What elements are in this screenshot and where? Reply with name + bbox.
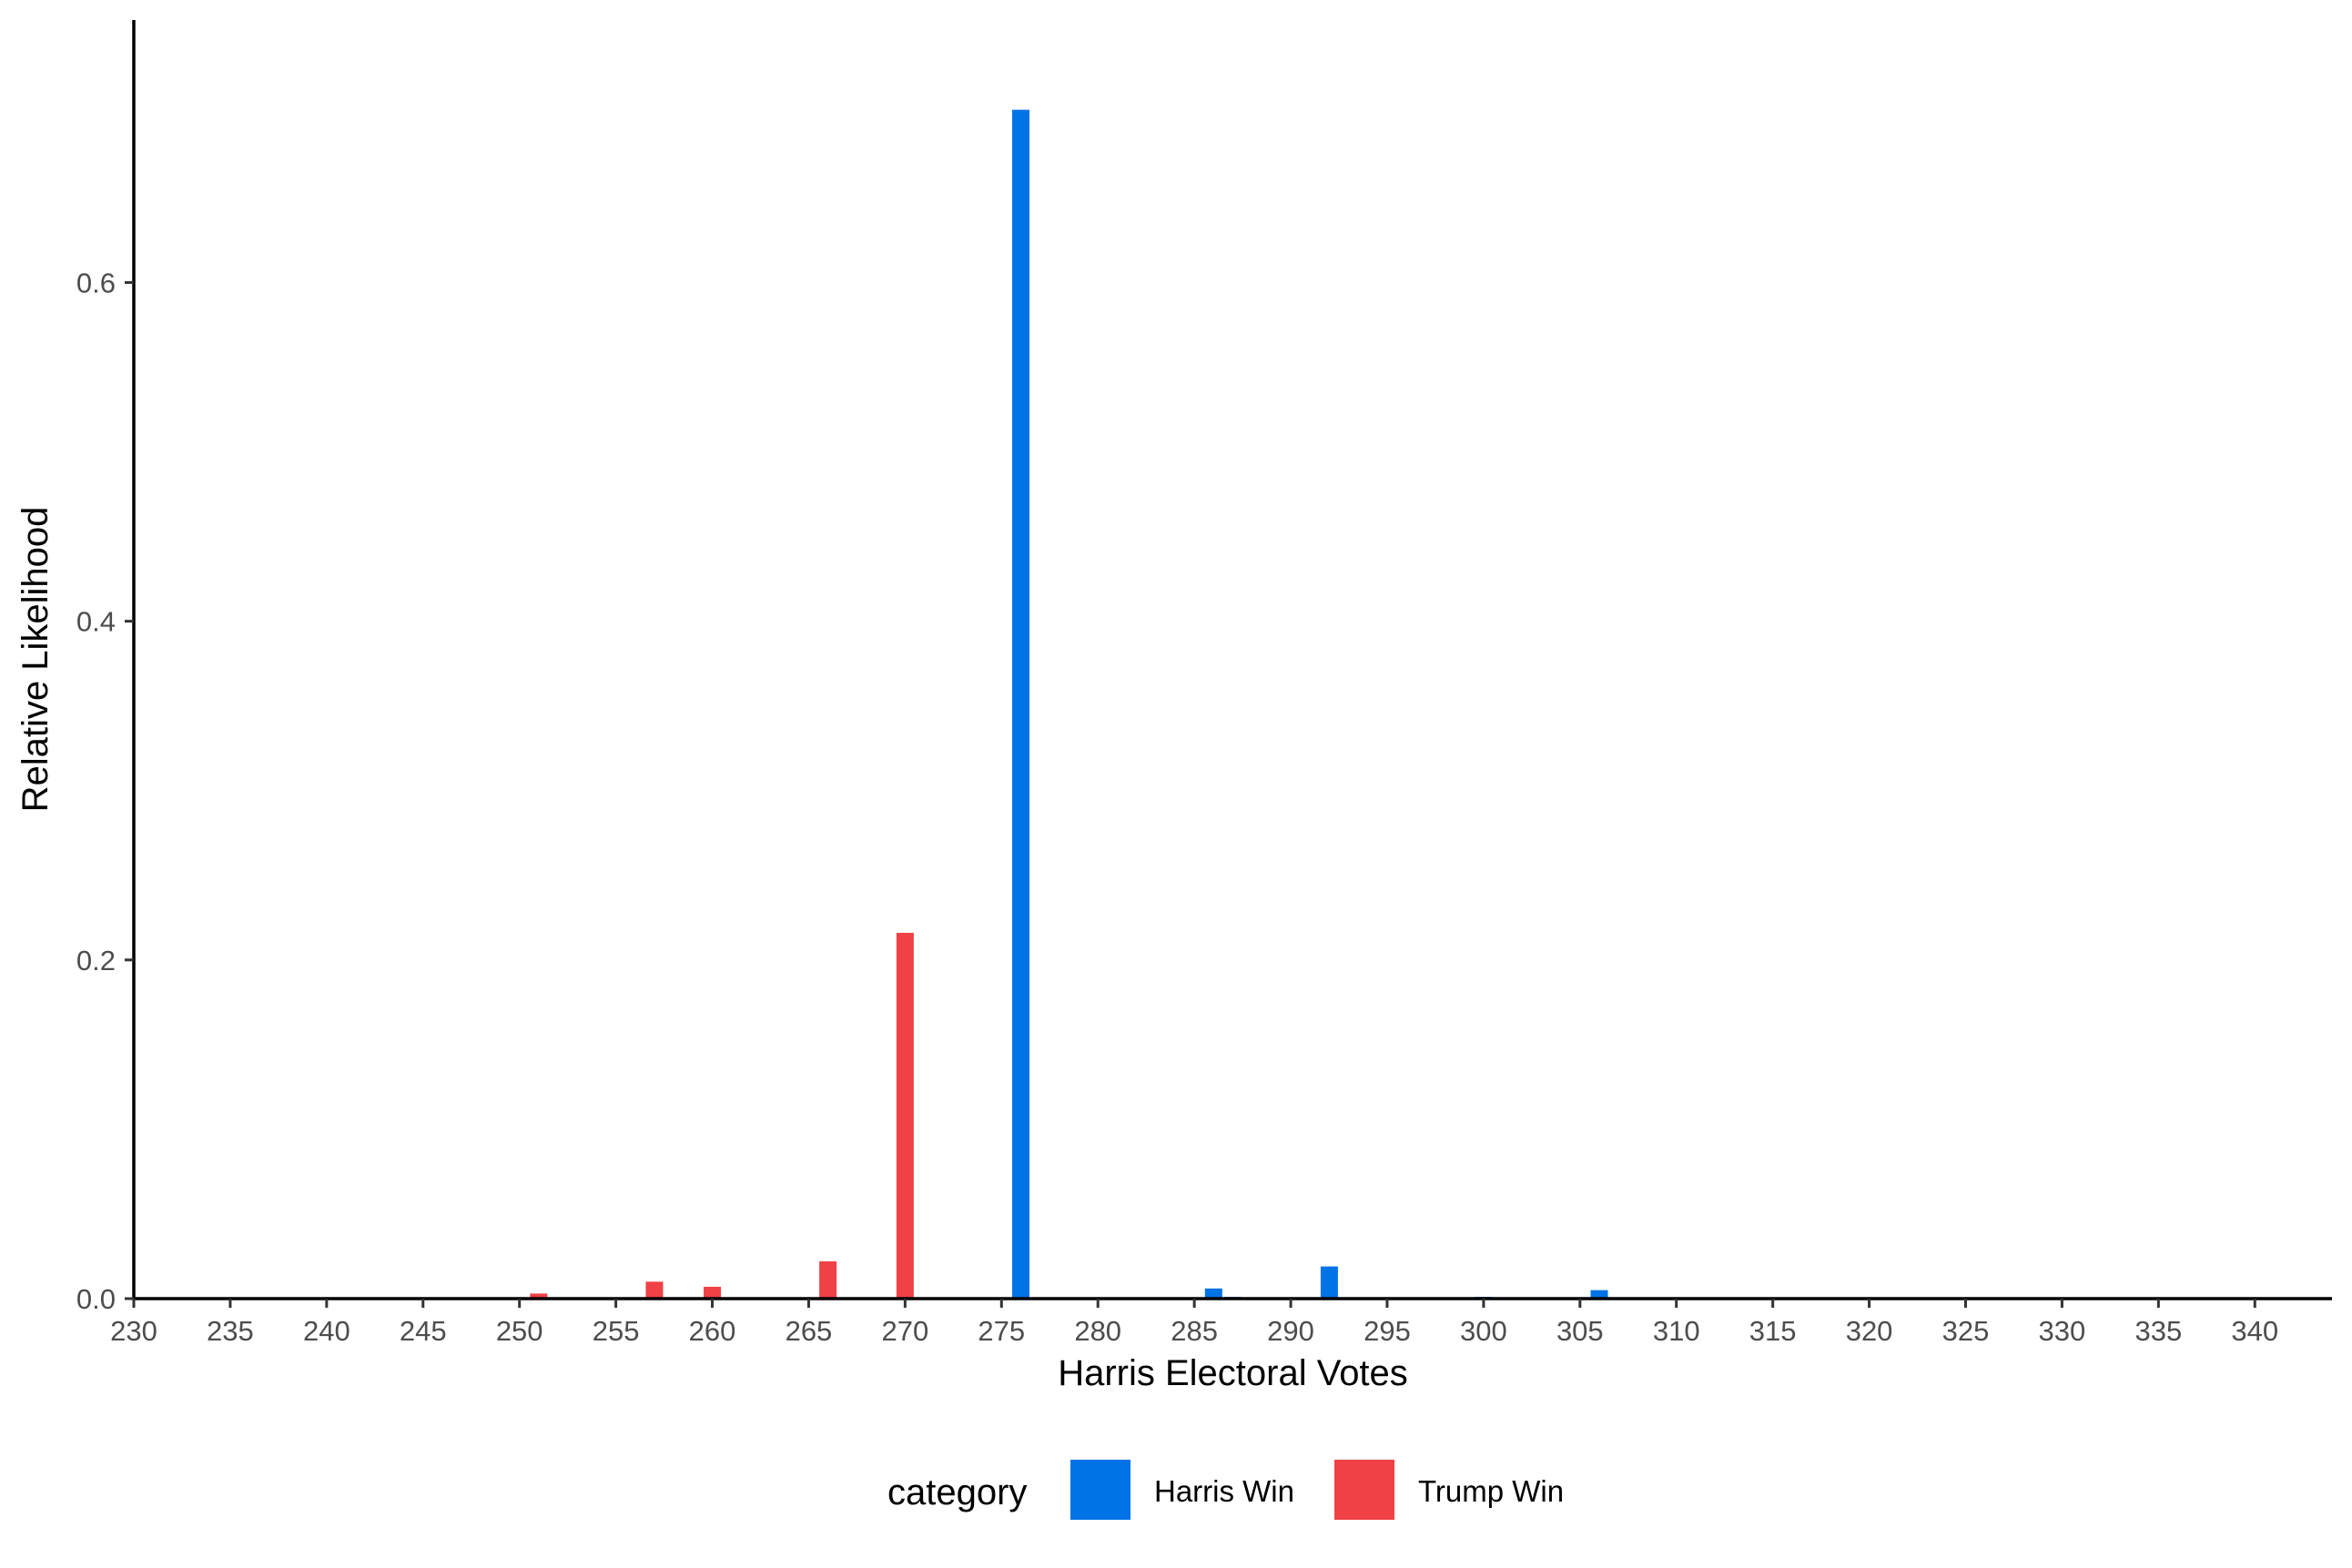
x-tick-label-270: 270 [882, 1315, 929, 1347]
y-tick-label-0: 0.0 [76, 1283, 116, 1315]
legend-swatch-trump-win [1334, 1460, 1394, 1520]
x-tick-label-320: 320 [1846, 1315, 1893, 1347]
bars-layer [530, 109, 1608, 1299]
x-tick-label-265: 265 [786, 1315, 833, 1347]
bar-trump-win-257 [645, 1281, 664, 1299]
x-tick-label-230: 230 [110, 1315, 157, 1347]
x-tick-label-300: 300 [1460, 1315, 1507, 1347]
x-tick-label-250: 250 [496, 1315, 543, 1347]
x-tick-label-235: 235 [207, 1315, 254, 1347]
bar-harris-win-286 [1204, 1288, 1222, 1299]
x-tick-label-260: 260 [689, 1315, 736, 1347]
x-tick-label-335: 335 [2134, 1315, 2182, 1347]
y-tick-label-2: 0.4 [76, 606, 116, 638]
x-tick-label-325: 325 [1942, 1315, 1990, 1347]
legend-label-harris-win: Harris Win [1154, 1474, 1294, 1508]
x-tick-label-315: 315 [1749, 1315, 1797, 1347]
bar-trump-win-251 [530, 1293, 548, 1299]
x-axis-ticks: 230 235 240 245 250 255 260 265 270 275 280 285 290 2… [110, 1299, 2278, 1347]
y-axis-ticks: 0.0 0.2 0.4 0.6 [76, 267, 134, 1315]
bar-trump-win-270 [896, 933, 914, 1299]
x-tick-label-290: 290 [1267, 1315, 1314, 1347]
y-tick-label-3: 0.6 [76, 267, 116, 298]
legend-label-trump-win: Trump Win [1418, 1474, 1564, 1508]
y-axis-title: Relative Likelihood [15, 507, 56, 813]
x-tick-label-340: 340 [2231, 1315, 2278, 1347]
bar-harris-win-276 [1011, 109, 1029, 1299]
x-tick-label-295: 295 [1364, 1315, 1411, 1347]
x-tick-label-310: 310 [1653, 1315, 1700, 1347]
legend: category Harris Win Trump Win [887, 1460, 1564, 1520]
y-tick-label-1: 0.2 [76, 945, 116, 976]
x-tick-label-240: 240 [303, 1315, 350, 1347]
bar-trump-win-260 [704, 1286, 722, 1299]
x-tick-label-285: 285 [1171, 1315, 1218, 1347]
bar-harris-win-306 [1590, 1290, 1608, 1299]
x-tick-label-245: 245 [400, 1315, 447, 1347]
legend-title: category [887, 1472, 1027, 1512]
x-tick-label-305: 305 [1556, 1315, 1604, 1347]
x-tick-label-330: 330 [2039, 1315, 2086, 1347]
x-axis-title: Harris Electoral Votes [1058, 1353, 1408, 1393]
x-tick-label-280: 280 [1074, 1315, 1121, 1347]
bar-trump-win-266 [819, 1261, 837, 1299]
bar-harris-win-292 [1320, 1266, 1338, 1299]
x-tick-label-255: 255 [593, 1315, 640, 1347]
legend-swatch-harris-win [1070, 1460, 1130, 1520]
x-tick-label-275: 275 [978, 1315, 1025, 1347]
